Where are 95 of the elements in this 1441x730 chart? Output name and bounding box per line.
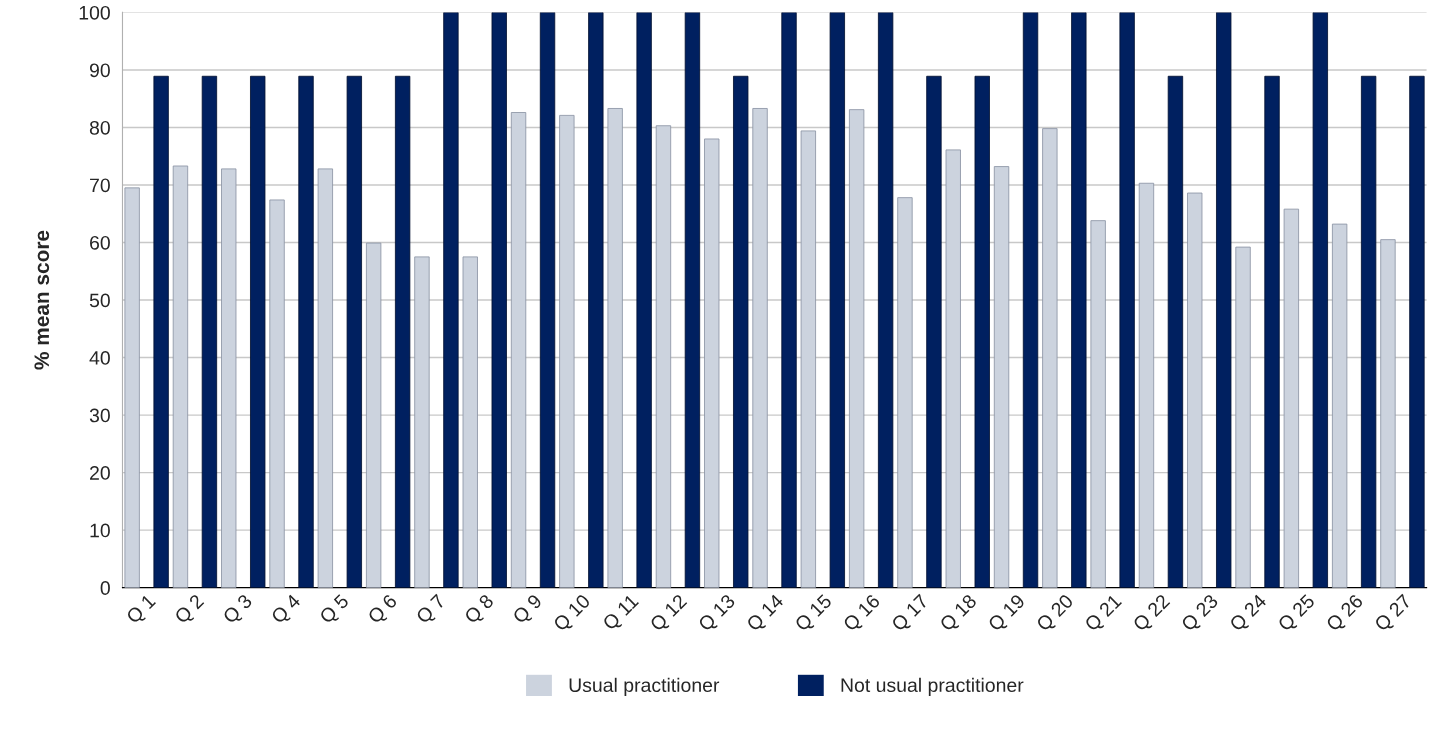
x-tick-label: Q 22: [1132, 593, 1173, 635]
x-tick-label: Q 13: [697, 593, 739, 635]
bar: [1331, 223, 1348, 588]
x-tick-label: Q 20: [1035, 593, 1077, 635]
bar: [365, 242, 382, 588]
bar: [510, 112, 527, 588]
x-tick-label: Q 6: [366, 593, 401, 627]
bar: [1312, 12, 1328, 588]
bar: [704, 138, 720, 588]
x-tick-label: Q 27: [1373, 593, 1415, 635]
bar: [752, 108, 768, 588]
y-tick-label: 10: [90, 523, 110, 538]
bar: [1119, 12, 1135, 588]
x-tick-label: Q 16: [842, 593, 884, 635]
y-tick-label: 0: [100, 581, 110, 595]
x-tick-label: Q 9: [511, 593, 545, 627]
x-tick-label: Q 23: [1180, 593, 1222, 635]
y-tick-label: 80: [89, 120, 110, 135]
x-tick-label: Q 2: [173, 593, 207, 627]
legend-label: Usual practitioner: [569, 677, 720, 696]
x-tick-label: Q 24: [1228, 593, 1270, 635]
bar: [491, 12, 507, 588]
bar: [559, 114, 575, 588]
x-tick-label: Q 14: [745, 593, 787, 635]
x-tick-label: Q 12: [649, 593, 690, 635]
x-tick-label: Q 11: [601, 593, 642, 634]
y-tick-label: 20: [90, 466, 110, 480]
bar: [655, 125, 672, 588]
bar: [607, 108, 623, 588]
bar: [1042, 128, 1058, 588]
bar: [800, 130, 817, 588]
x-tick-label: Q 4: [270, 593, 304, 627]
y-tick-label: 90: [89, 63, 110, 78]
bar: [1071, 12, 1087, 588]
x-tick-label: Q 21: [1083, 593, 1125, 635]
x-tick-label: Q 5: [318, 593, 352, 627]
x-tick-label: Q 17: [890, 593, 932, 635]
bar: [1187, 192, 1203, 588]
bar: [124, 187, 140, 588]
bar: [1138, 182, 1155, 588]
bar: [443, 12, 459, 588]
x-tick-label: Q 3: [222, 593, 256, 627]
bar: [346, 75, 362, 588]
bar: [877, 12, 894, 588]
bar: [684, 12, 701, 588]
bar: [1216, 12, 1232, 588]
x-tick-label: Q 25: [1277, 593, 1318, 635]
x-tick-label: Q 7: [415, 593, 449, 627]
bar: [1167, 75, 1184, 588]
x-tick-label: Q 26: [1325, 593, 1367, 635]
bar: [897, 197, 913, 588]
y-tick-label: 60: [90, 235, 110, 250]
bar: [1283, 208, 1300, 588]
bar: [317, 168, 334, 588]
bar: [1235, 246, 1251, 588]
bar: [1380, 239, 1396, 588]
y-tick-label: 70: [90, 178, 110, 193]
bar: [636, 12, 652, 588]
bar: [298, 75, 314, 588]
bar: [201, 75, 218, 588]
x-tick-label: Q 1: [125, 593, 159, 627]
bar: [974, 75, 990, 588]
bar: [394, 75, 411, 588]
bar: [1360, 75, 1377, 588]
bar: [1022, 12, 1039, 588]
x-tick-label: Q 10: [552, 593, 594, 635]
x-tick-label: Q 18: [938, 593, 980, 635]
bar: [1409, 75, 1425, 588]
bar: [221, 168, 237, 588]
bar: [781, 12, 797, 588]
bar: [945, 149, 961, 588]
bar: [1264, 75, 1280, 588]
x-tick-label: Q 8: [463, 593, 497, 627]
bar: [829, 12, 845, 588]
y-axis-title: % mean score: [34, 230, 50, 370]
bar: [269, 199, 285, 588]
bar: [414, 256, 430, 588]
bar: [539, 12, 556, 588]
bar: [172, 165, 189, 588]
y-tick-label: 50: [89, 293, 110, 308]
bar: [733, 75, 749, 588]
y-tick-label: 100: [79, 5, 110, 20]
bar: [926, 75, 942, 588]
bar: [993, 166, 1010, 588]
x-tick-label: Q 19: [987, 593, 1028, 635]
bar: [462, 256, 478, 588]
bar: [153, 75, 169, 588]
bar: [848, 109, 865, 588]
bar: [588, 12, 604, 588]
bar: [1090, 220, 1106, 588]
y-tick-label: 30: [89, 408, 110, 423]
y-tick-label: 40: [89, 351, 110, 365]
x-tick-label: Q 15: [794, 593, 835, 635]
bar: [250, 75, 266, 588]
legend-label: Not usual practitioner: [841, 677, 1024, 696]
